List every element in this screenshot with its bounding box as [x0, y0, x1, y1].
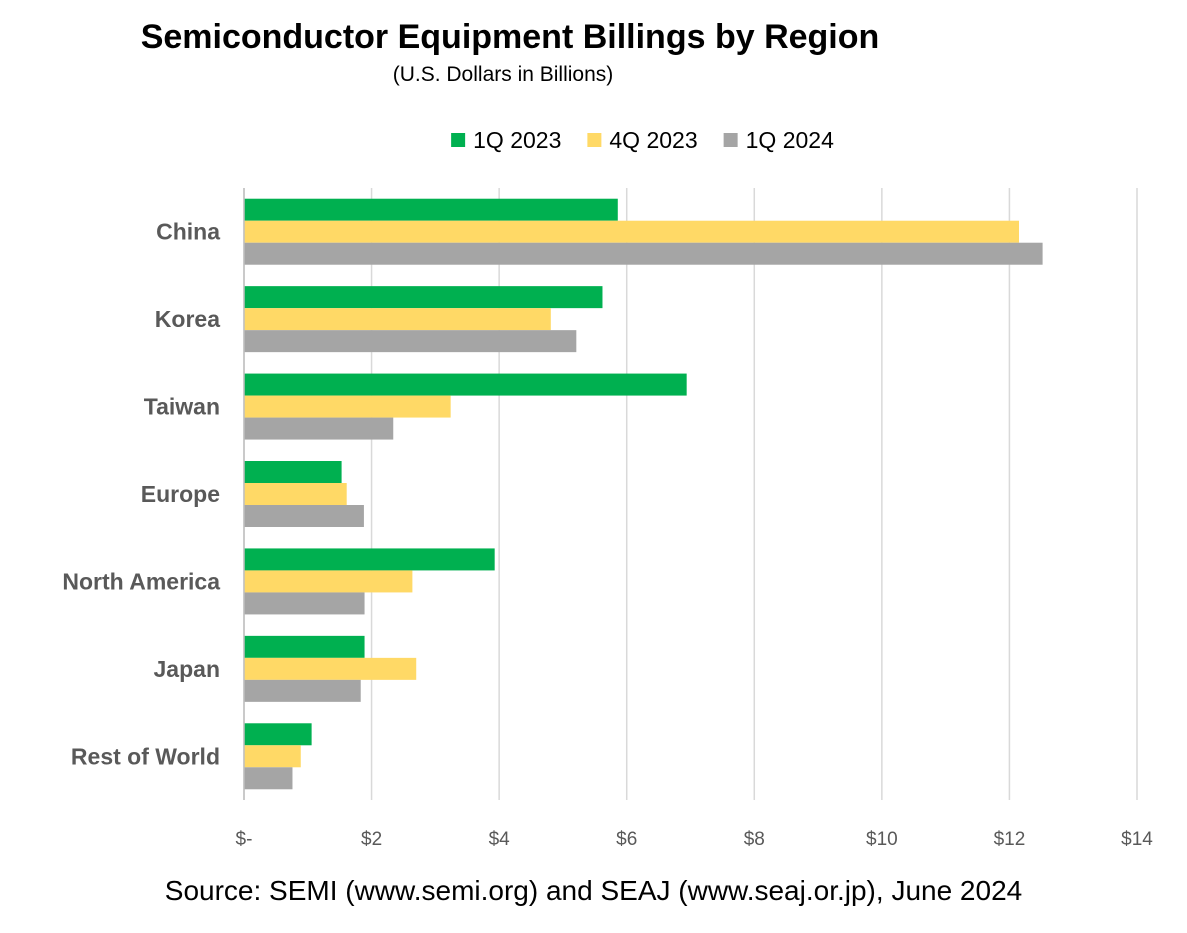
- bar: [244, 220, 1019, 243]
- bar: [244, 723, 312, 746]
- bar: [244, 505, 364, 527]
- category-label: North America: [62, 568, 220, 594]
- bars: [244, 198, 1043, 790]
- bar: [244, 745, 301, 768]
- axes: $- $2 $4 $6 $8 $10 $12 $14 China Korea Taiwan Europ…: [62, 188, 1153, 850]
- x-tick-label: $10: [866, 829, 898, 850]
- bar: [244, 657, 417, 680]
- legend-label: 1Q 2024: [746, 127, 834, 153]
- chart-source-note: Source: SEMI (www.semi.org) and SEAJ (ww…: [164, 875, 1023, 906]
- category-label: China: [156, 219, 220, 245]
- x-tick-label: $6: [616, 829, 637, 850]
- bar: [244, 570, 413, 593]
- bar: [244, 461, 342, 483]
- bar: [244, 373, 687, 396]
- category-label: Europe: [141, 481, 220, 507]
- category-label: Korea: [155, 306, 220, 332]
- x-tick-label: $14: [1121, 829, 1153, 850]
- x-tick-label: $-: [236, 829, 253, 850]
- bar: [244, 635, 365, 658]
- bar: [244, 679, 361, 702]
- x-tick-label: $2: [361, 829, 382, 850]
- x-tick-label: $8: [744, 829, 765, 850]
- bar: [244, 592, 365, 615]
- legend-label: 1Q 2023: [473, 127, 561, 153]
- bar: [244, 242, 1043, 265]
- chart-subtitle: (U.S. Dollars in Billions): [392, 63, 614, 86]
- bar: [244, 330, 577, 353]
- bar: [244, 308, 551, 331]
- bar: [244, 286, 603, 309]
- legend-swatch: [451, 133, 466, 147]
- bar: [244, 483, 347, 505]
- x-tick-label: $12: [994, 829, 1026, 850]
- legend-label: 4Q 2023: [609, 127, 697, 153]
- gridlines: [243, 188, 1138, 800]
- legend: 1Q 2023 4Q 2023 1Q 2024: [451, 127, 834, 153]
- x-tick-label: $4: [489, 829, 511, 850]
- category-label: Japan: [154, 656, 220, 682]
- chart-title: Semiconductor Equipment Billings by Regi…: [140, 18, 880, 56]
- bar: [244, 767, 293, 790]
- legend-swatch: [587, 133, 602, 147]
- legend-swatch: [723, 133, 738, 147]
- bar: [244, 548, 495, 571]
- category-label: Rest of World: [71, 743, 220, 769]
- bar: [244, 417, 394, 440]
- category-label: Taiwan: [144, 394, 220, 420]
- bar: [244, 198, 618, 221]
- bar: [244, 395, 451, 418]
